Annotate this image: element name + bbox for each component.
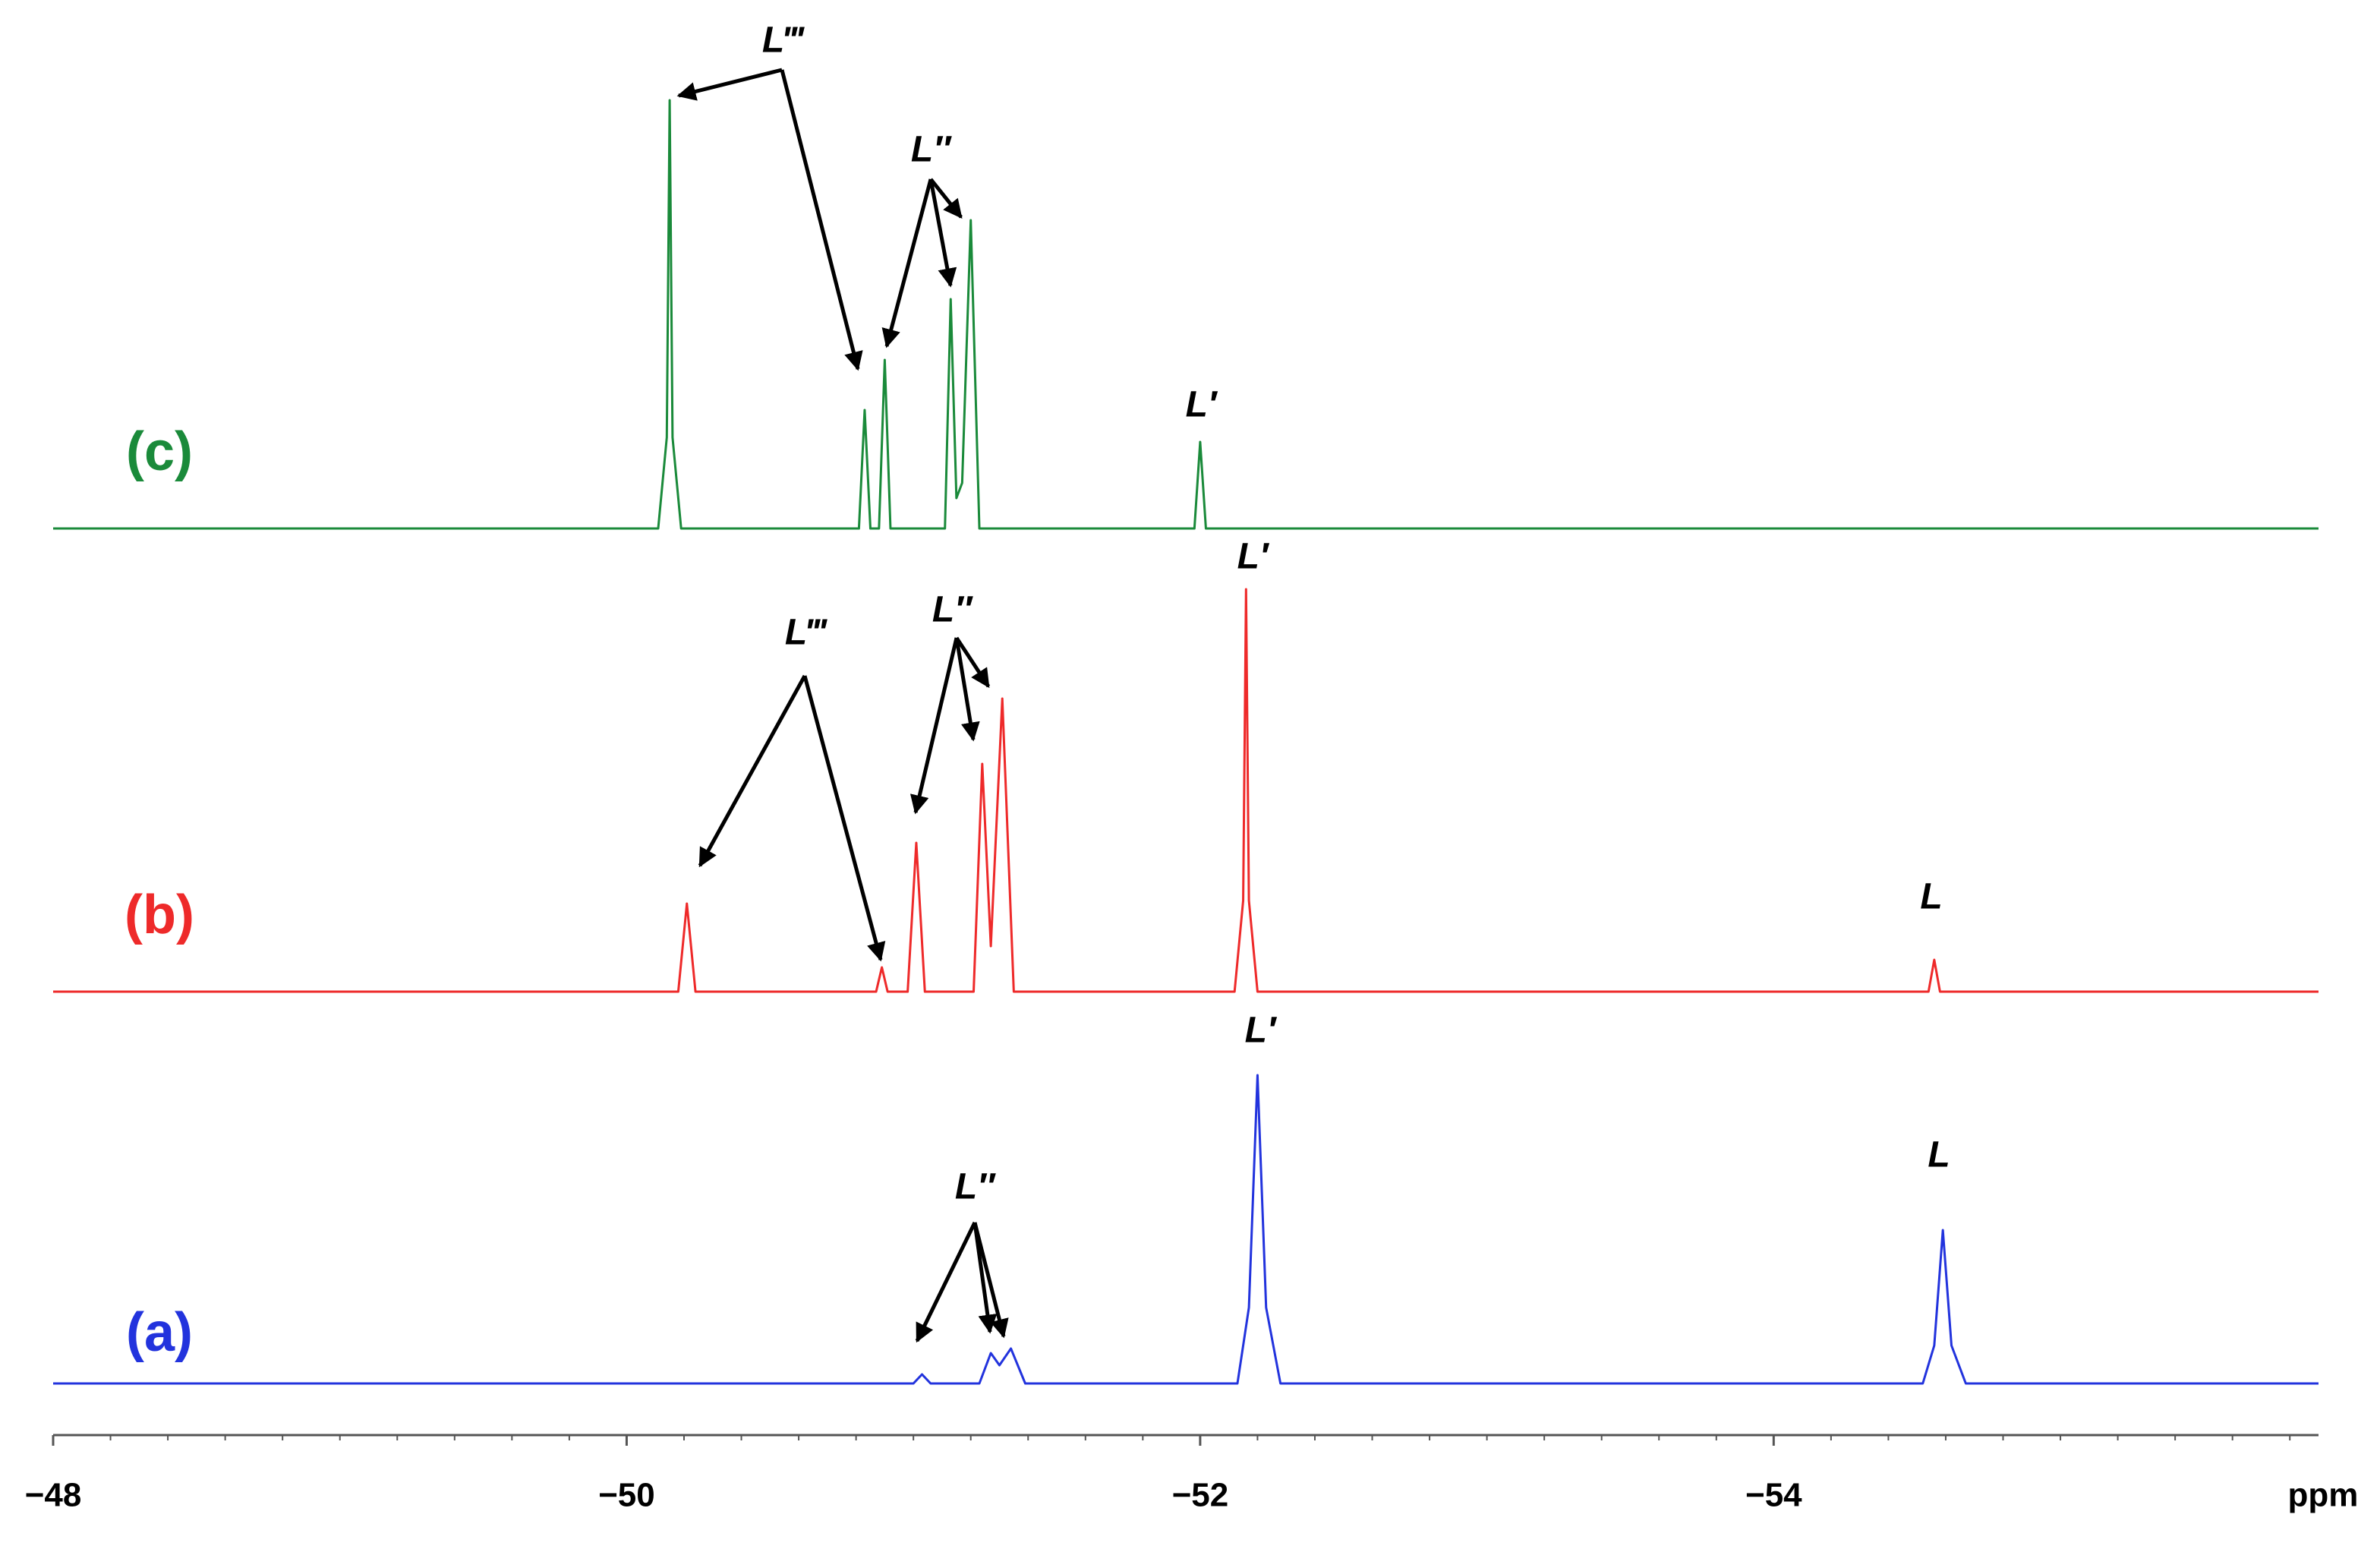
annotation-arrow (954, 636, 991, 689)
annotation: L″ (932, 590, 973, 630)
annotation: L′ (1186, 385, 1218, 425)
annotation-arrow (909, 637, 959, 815)
annotation-arrow (972, 1222, 998, 1334)
annotation-arrow (928, 178, 957, 288)
annotation: L‴ (785, 613, 827, 653)
annotation: L′ (1237, 537, 1270, 577)
spectrum-line (53, 1074, 2319, 1385)
x-tick-label: −52 (1172, 1477, 1229, 1514)
annotation-arrow (802, 675, 886, 962)
annotation-arrow (954, 637, 980, 742)
annotation-arrow (780, 69, 863, 371)
x-tick-label: −50 (598, 1477, 655, 1514)
annotation: L″ (955, 1167, 996, 1207)
spectrum-line (53, 588, 2319, 993)
annotation: L″ (911, 130, 952, 170)
x-axis-label: ppm (2288, 1477, 2359, 1514)
annotation: L′ (1245, 1011, 1278, 1051)
spectrum-line (53, 99, 2319, 530)
series-label: (b) (125, 885, 194, 945)
annotation-arrow (915, 1221, 977, 1343)
x-tick-label: −48 (25, 1477, 82, 1514)
series-label: (a) (126, 1302, 193, 1363)
annotation-arrow (881, 178, 933, 349)
annotation-arrow (698, 674, 807, 868)
annotation-arrow (972, 1222, 1009, 1339)
annotation: L (1920, 877, 1942, 917)
series-label: (c) (126, 421, 193, 482)
annotation-arrow (929, 178, 963, 219)
annotation: L‴ (762, 21, 805, 61)
x-tick-label: −54 (1745, 1477, 1802, 1514)
annotation-arrow (676, 68, 783, 101)
annotation: L (1928, 1135, 1950, 1175)
